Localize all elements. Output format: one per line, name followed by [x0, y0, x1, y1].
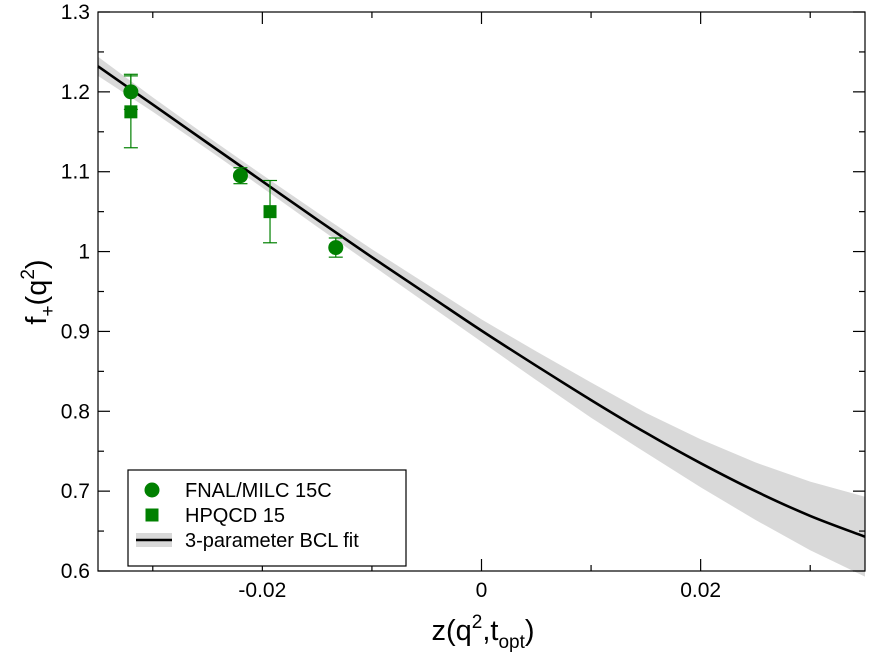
y-axis-label: f+(q2) [18, 259, 59, 324]
legend-box [127, 469, 407, 567]
circle-point [328, 237, 344, 258]
y-tick-label: 0.9 [61, 320, 90, 343]
x-tick-label: -0.02 [238, 579, 286, 602]
fit-line [97, 65, 866, 538]
y-tick-label: 1.2 [61, 81, 90, 104]
square-point [123, 75, 138, 149]
axis-ticks-layer: -0.02 0 0.02 0.6 0.7 0.8 0.9 1 1.1 1.2 1.3 [61, 1, 865, 602]
y-tick-label: 1 [78, 241, 90, 264]
circle-point [123, 73, 139, 111]
circle-marker [328, 240, 344, 256]
y-tick-label: 1.1 [61, 161, 90, 184]
y-tick-label: 0.8 [61, 400, 90, 423]
confidence-band-layer [98, 56, 865, 577]
legend-entry: 3-parameter BCL fit [136, 530, 359, 552]
legend-label: HPQCD 15 [185, 505, 285, 527]
square-marker [124, 105, 138, 119]
circle-point [232, 167, 248, 185]
y-tick-label: 0.7 [61, 480, 90, 503]
x-axis-label: z(q2,topt) [431, 612, 534, 653]
circle-marker [232, 168, 248, 184]
fit-error-band [98, 56, 865, 577]
legend-entry: HPQCD 15 [145, 505, 285, 527]
circle-marker [123, 84, 139, 100]
data-points-layer [123, 73, 344, 258]
legend-label: 3-parameter BCL fit [185, 530, 359, 552]
square-point [263, 179, 278, 244]
y-tick-label: 0.6 [61, 560, 90, 583]
y-tick-label: 1.3 [61, 1, 90, 24]
legend-square-marker [145, 508, 159, 522]
x-tick-label: 0 [476, 579, 488, 602]
square-marker [263, 205, 277, 219]
legend: FNAL/MILC 15C HPQCD 15 3-parameter BCL fit [127, 469, 407, 567]
legend-label: FNAL/MILC 15C [185, 480, 332, 502]
legend-entry: FNAL/MILC 15C [144, 480, 332, 502]
legend-circle-marker [144, 482, 160, 498]
x-tick-label: 0.02 [680, 579, 721, 602]
fit-line-layer [97, 65, 866, 538]
